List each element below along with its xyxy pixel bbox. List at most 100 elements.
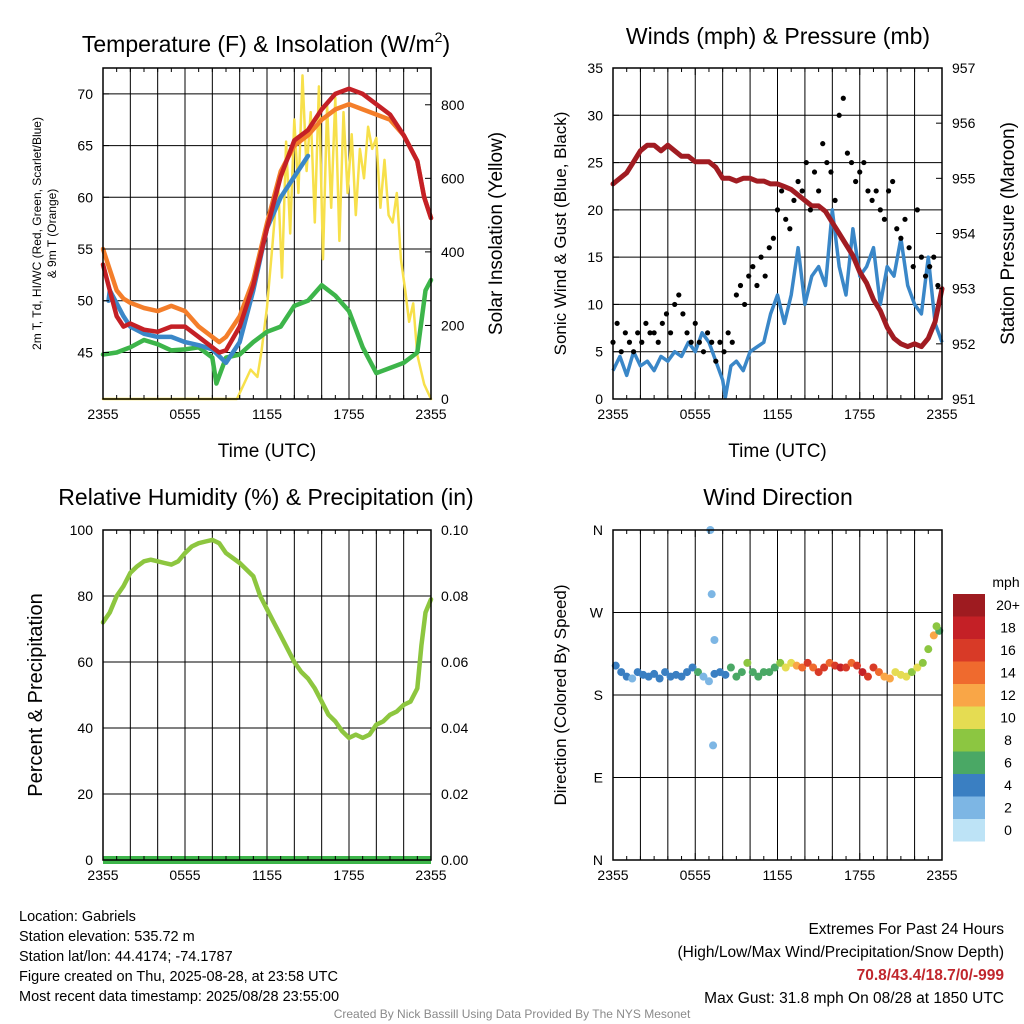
legend-label: 16 — [1000, 642, 1016, 658]
gust-point — [626, 339, 633, 345]
direction-point — [721, 670, 730, 679]
gust-point — [750, 264, 756, 270]
y2-tick-label: 200 — [441, 317, 465, 333]
legend-swatch — [953, 796, 985, 819]
x-axis-label: Time (UTC) — [728, 441, 827, 462]
x-tick-label: 0555 — [680, 406, 711, 422]
legend-label: 8 — [1004, 732, 1012, 748]
y-tick-label: 35 — [587, 60, 603, 76]
created-text: Figure created on Thu, 2025-08-28, at 23… — [19, 969, 338, 985]
direction-point — [814, 668, 823, 677]
gust-point — [717, 339, 723, 345]
direction-point — [726, 663, 735, 672]
y-tick-label: 60 — [77, 654, 93, 670]
y-tick-label: 20 — [77, 786, 93, 802]
chart-title: Temperature (F) & Insolation (W/m2) — [82, 29, 450, 57]
y2-tick-label: 955 — [952, 170, 976, 186]
gust-point — [910, 264, 916, 270]
direction-point — [907, 668, 916, 677]
y-axis-label-line2: & 9m T (Orange) — [45, 189, 59, 279]
y2-tick-label: 954 — [952, 226, 976, 242]
extremes-subheading: (High/Low/Max Wind/Precipitation/Snow De… — [677, 944, 1005, 961]
legend-label: 10 — [1000, 710, 1016, 726]
x-tick-label: 0555 — [680, 867, 711, 883]
gust-point — [614, 320, 620, 326]
gust-point — [647, 330, 653, 336]
y-tick-label: 50 — [77, 293, 93, 309]
y-tick-label: 25 — [587, 155, 603, 171]
y-tick-label: 100 — [70, 522, 94, 538]
gust-point — [877, 207, 883, 213]
x-tick-label: 2355 — [415, 867, 446, 883]
y2-tick-label: 0 — [441, 391, 449, 407]
y-tick-label: N — [593, 522, 603, 538]
gust-point — [766, 245, 772, 251]
y-tick-label: 10 — [587, 296, 603, 312]
x-tick-label: 1155 — [762, 406, 792, 422]
direction-point — [737, 668, 746, 677]
direction-point — [842, 663, 851, 672]
gust-point — [869, 197, 875, 203]
gust-point — [676, 292, 682, 298]
series-line-solar-insolation — [101, 74, 433, 401]
x-tick-label: 1155 — [252, 867, 282, 883]
direction-point — [655, 674, 664, 683]
y-tick-label: W — [590, 605, 604, 621]
direction-point — [709, 741, 718, 750]
y2-tick-label: 800 — [441, 97, 465, 113]
y2-tick-label: 0.04 — [441, 720, 468, 736]
gust-point — [663, 311, 670, 317]
gust-point — [774, 207, 781, 213]
legend-swatch — [953, 774, 985, 797]
series-line-sonic-wind — [611, 208, 944, 399]
gust-point — [799, 188, 805, 194]
direction-point — [707, 590, 716, 599]
gust-point — [733, 292, 739, 298]
direction-point — [754, 672, 763, 681]
gust-point — [659, 320, 665, 326]
y2-tick-label: 951 — [952, 391, 976, 407]
gust-point — [914, 207, 920, 213]
extremes-values: 70.8/43.4/18.7/0/-999 — [856, 967, 1004, 984]
gust-point — [783, 216, 789, 222]
y-axis-label: Direction (Colored By Speed) — [551, 584, 570, 805]
direction-point — [677, 672, 686, 681]
gust-point — [713, 358, 719, 364]
gust-point — [848, 159, 855, 166]
direction-point — [628, 674, 637, 683]
gust-point — [635, 330, 641, 336]
gust-point — [754, 282, 760, 289]
gust-point — [762, 273, 768, 279]
direction-point — [918, 658, 927, 667]
series-line-td — [100, 277, 434, 386]
direction-point — [776, 658, 785, 667]
y-axis-label: 2m T, Td, HI/WC (Red, Green, Scarlet/Blu… — [30, 117, 44, 350]
gust-point — [935, 282, 941, 289]
gust-point — [857, 169, 863, 175]
y2-tick-label: 952 — [952, 336, 976, 352]
legend-label: 20+ — [996, 597, 1020, 613]
gust-point — [890, 178, 896, 185]
gust-point — [885, 188, 892, 194]
gust-point — [881, 216, 888, 222]
y-tick-label: 0 — [85, 852, 93, 868]
legend-swatch — [953, 616, 985, 639]
x-tick-label: 0555 — [169, 406, 200, 422]
gust-point — [709, 339, 715, 345]
legend-label: 0 — [1004, 822, 1012, 838]
gust-point — [643, 320, 649, 326]
direction-point — [924, 645, 933, 654]
x-tick-label: 1155 — [252, 406, 282, 422]
latlon-text: Station lat/lon: 44.4174; -74.1787 — [19, 949, 233, 965]
gust-point — [844, 150, 851, 156]
y2-tick-label: 0.06 — [441, 654, 468, 670]
recent-data-text: Most recent data timestamp: 2025/08/28 2… — [19, 989, 340, 1005]
extremes-block: Extremes For Past 24 Hours (High/Low/Max… — [678, 918, 1005, 1010]
y-tick-label: 40 — [77, 720, 93, 736]
y-tick-label: S — [594, 687, 603, 703]
series-line-station-pressure — [610, 142, 945, 350]
direction-point — [704, 677, 713, 686]
gust-point — [639, 339, 645, 345]
gust-point — [795, 178, 801, 185]
gust-point — [865, 188, 871, 194]
